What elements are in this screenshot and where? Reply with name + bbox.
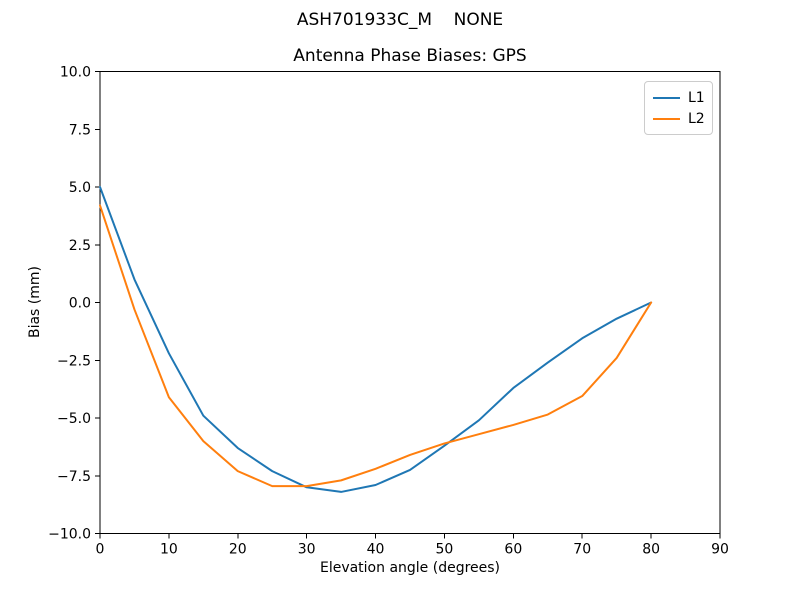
y-tick-label: −2.5: [57, 353, 91, 369]
y-tick-label: 7.5: [69, 122, 91, 138]
x-tick-label: 0: [96, 542, 105, 558]
x-tick-label: 10: [160, 542, 178, 558]
legend-label-l1: L1: [688, 89, 705, 106]
x-tick-label: 20: [229, 542, 247, 558]
x-tick-label: 80: [642, 542, 660, 558]
y-tick-label: 5.0: [69, 180, 91, 196]
y-tick-label: −5.0: [57, 411, 91, 427]
l1-line-swatch: [653, 96, 680, 99]
series-line-l1: [99, 186, 653, 493]
y-tick-label: −7.5: [57, 469, 91, 485]
y-tick-label: 0.0: [69, 296, 91, 312]
legend-item-l2: L2: [645, 108, 712, 129]
x-tick-label: 30: [298, 542, 316, 558]
y-axis-label: Bias (mm): [27, 265, 43, 339]
legend-item-l1: L1: [645, 87, 712, 108]
y-tick-label: 10.0: [60, 65, 91, 81]
figure-suptitle: ASH701933C_M NONE: [296, 10, 504, 30]
x-tick-label: 50: [436, 542, 454, 558]
y-tick-label: −10.0: [48, 527, 91, 543]
y-tick-label: 2.5: [69, 238, 91, 254]
l2-line-swatch: [653, 117, 680, 120]
legend-label-l2: L2: [688, 110, 705, 127]
x-tick-label: 60: [504, 542, 522, 558]
series-line-l2: [99, 204, 653, 488]
axes-title: Antenna Phase Biases: GPS: [293, 46, 527, 66]
x-tick-label: 90: [711, 542, 729, 558]
plot-frame: [99, 71, 721, 534]
x-axis-label: Elevation angle (degrees): [319, 560, 501, 576]
x-tick-label: 70: [573, 542, 591, 558]
legend: L1 L2: [644, 81, 713, 135]
x-tick-label: 40: [367, 542, 385, 558]
